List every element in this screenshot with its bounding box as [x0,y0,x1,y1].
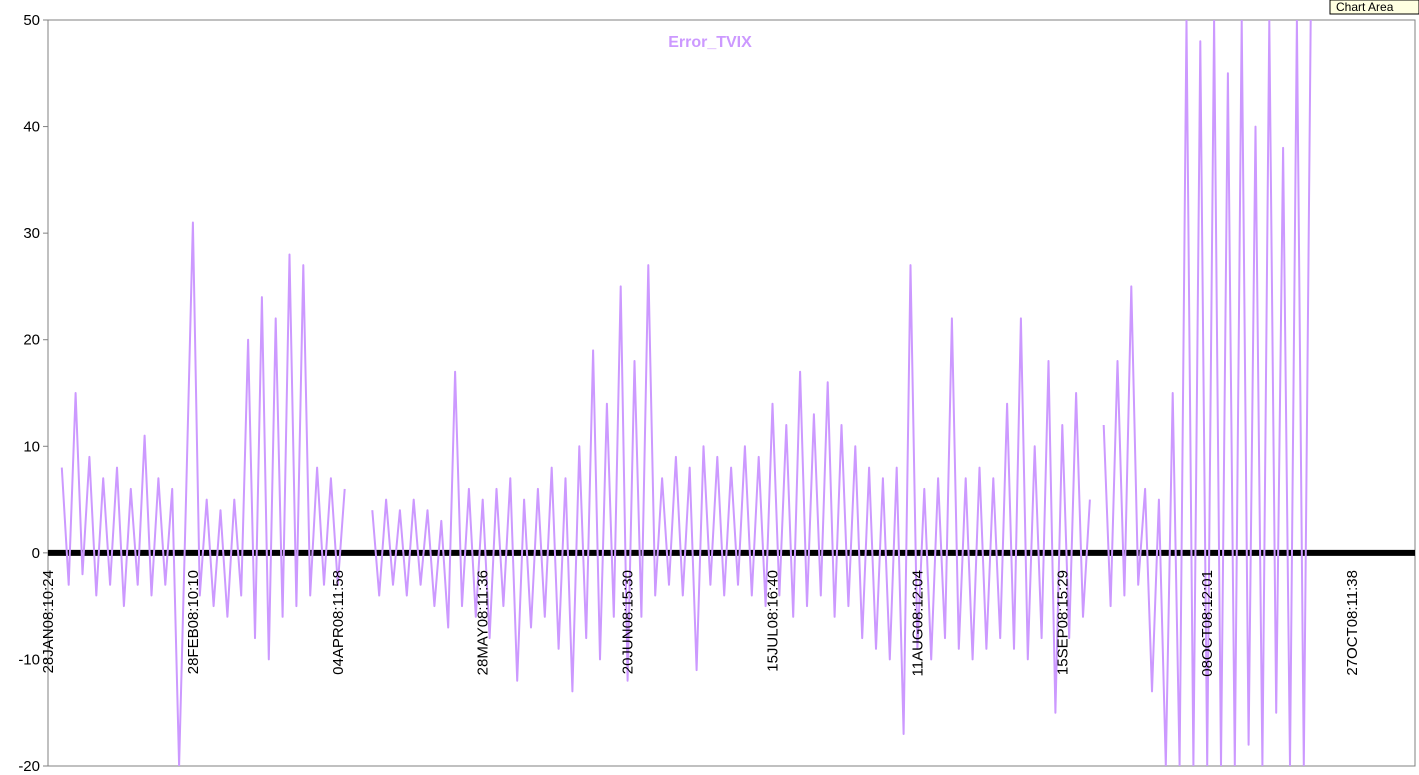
labels: -20 -10 0 10 20 30 40 50 28JAN08:10:24 28FEB08:10… [18,12,1361,775]
x-tick-label: 28FEB08:10:10 [185,570,202,674]
y-tick-label: 0 [32,545,40,562]
y-tick-label: 30 [23,225,40,242]
x-tick-label: 15SEP08:15:29 [1054,570,1071,675]
tooltip-box [1329,0,1419,15]
series-line [60,20,1312,766]
y-tick-label: 20 [23,332,40,349]
y-tick-label: -20 [18,758,40,775]
x-tick-label: 28JAN08:10:24 [40,570,57,673]
y-tick-label: 10 [23,438,40,455]
ticks [43,19,48,767]
x-tick-label: 11AUG08:12:04 [909,570,926,676]
x-tick-label: 15JUL08:16:40 [765,570,782,672]
y-tick-label: 40 [23,119,40,136]
x-tick-label: 28MAY08:11:36 [475,570,492,675]
x-tick-label: 27OCT08:11:38 [1344,570,1361,676]
tooltip: Chart Area [1336,0,1394,14]
series-group [48,20,1415,766]
plot-area [47,19,1416,767]
x-tick-label: 04APR08:11:58 [330,570,347,675]
x-tick-label: 20JUN08:15:30 [620,570,637,674]
x-tick-label: 08OCT08:12:01 [1199,570,1216,677]
chart-title: Error_TVIX [668,34,752,51]
y-tick-label: -10 [18,651,40,668]
y-tick-label: 50 [23,12,40,29]
